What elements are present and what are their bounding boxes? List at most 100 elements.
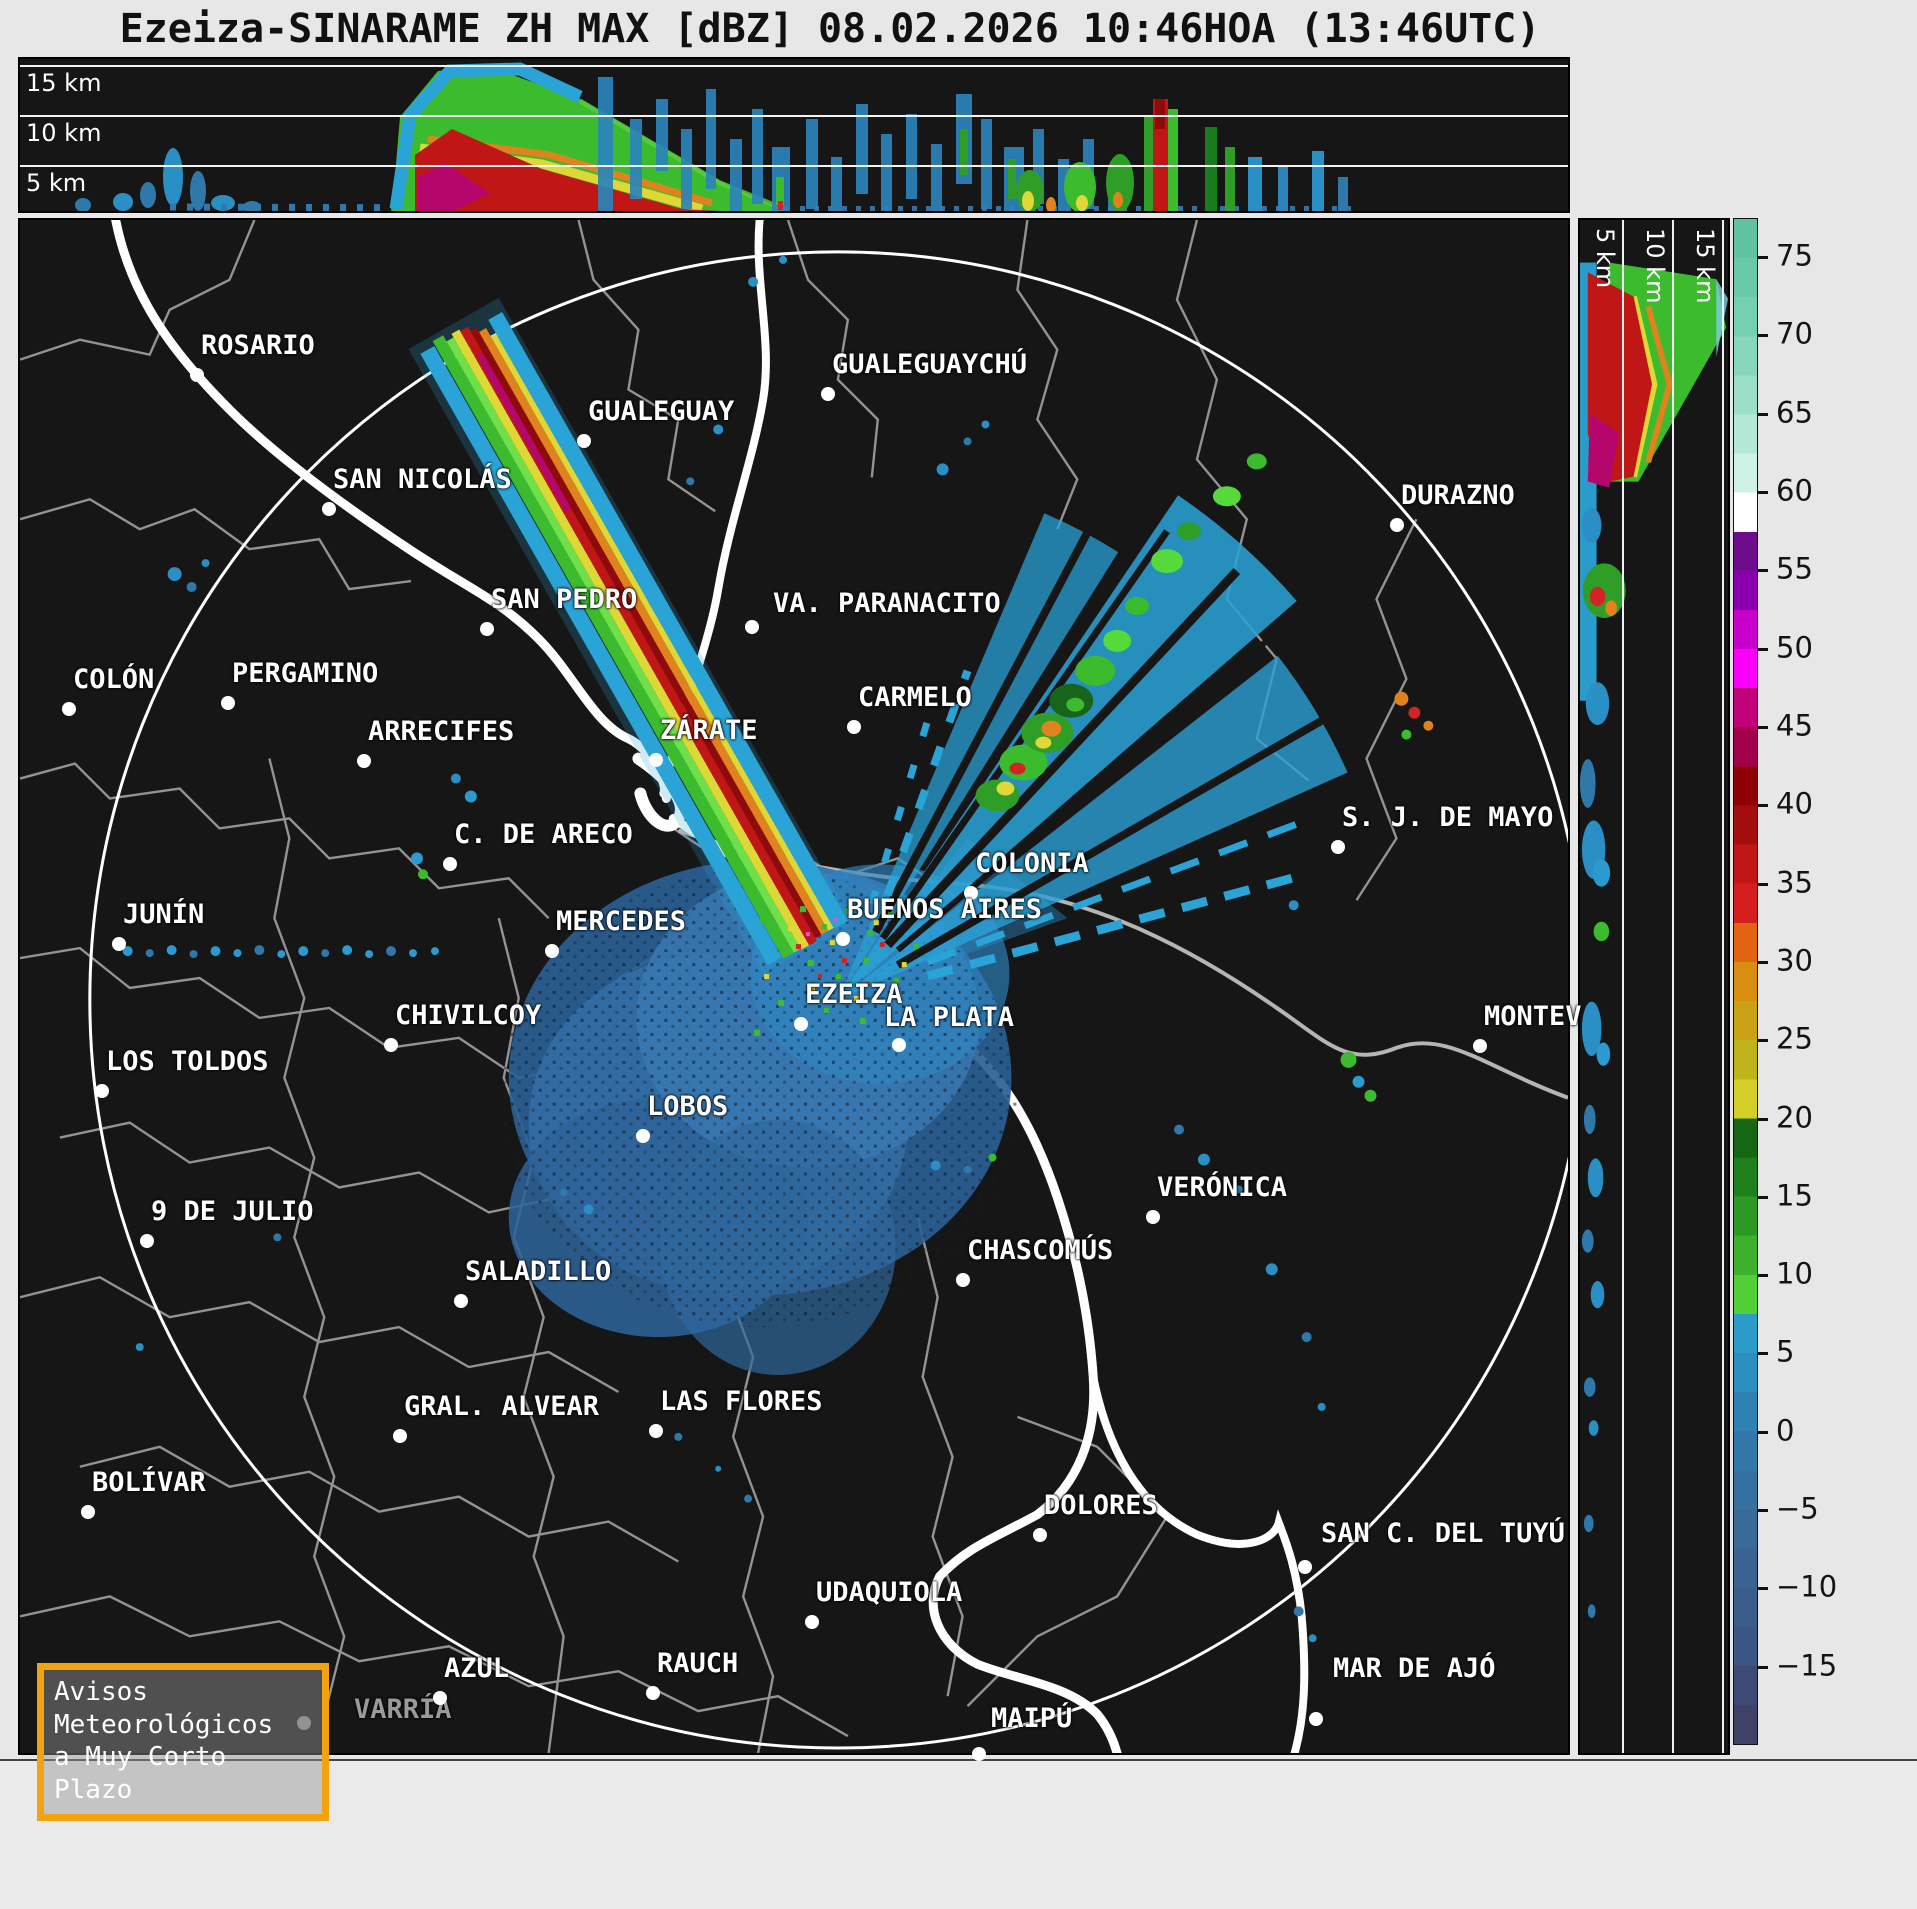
city-label: COLÓN (73, 664, 155, 695)
range-ring (88, 250, 1568, 1750)
city-dot (847, 720, 861, 734)
colorbar-tick-label: 20 (1776, 1099, 1813, 1134)
city-dot (649, 753, 663, 767)
colorbar-tick (1758, 647, 1768, 651)
city-dot (454, 1294, 468, 1308)
city-dot (649, 1424, 663, 1438)
city-label: ZÁRATE (660, 715, 758, 746)
colorbar-tick-label: 0 (1776, 1413, 1795, 1448)
city-dot (1390, 518, 1404, 532)
colorbar-tick-label: 40 (1776, 786, 1813, 821)
colorbar-tick (1758, 491, 1768, 495)
city-dot (577, 434, 591, 448)
city-dot (1033, 1528, 1047, 1542)
city-dot (745, 620, 759, 634)
city-dot (81, 1505, 95, 1519)
city-label: 9 DE JULIO (151, 1196, 314, 1227)
colorbar-tick-label: 30 (1776, 943, 1813, 978)
colorbar-tick-label: 50 (1776, 629, 1813, 664)
city-label: SAN C. DEL TUYÚ (1321, 1518, 1565, 1549)
top-panel-altitude-label: 5 km (26, 169, 87, 197)
city-dot (821, 387, 835, 401)
city-label: GUALEGUAY (588, 396, 735, 427)
colorbar-tick-label: 60 (1776, 473, 1813, 508)
colorbar-tick (1758, 1352, 1768, 1356)
colorbar-tick (1758, 804, 1768, 808)
radar-map-graphics (20, 220, 1568, 1753)
city-label: EZEIZA (805, 979, 903, 1010)
colorbar-tick-label: 45 (1776, 708, 1813, 743)
city-dot (1146, 1210, 1160, 1224)
city-label: PERGAMINO (232, 658, 379, 689)
colorbar-tick (1758, 1587, 1768, 1591)
city-label: C. DE ARECO (454, 819, 633, 850)
city-dot (140, 1234, 154, 1248)
city-label: JUNÍN (123, 899, 205, 930)
right-panel-altitude-line (1622, 220, 1624, 1753)
city-dot (443, 857, 457, 871)
city-label: LOS TOLDOS (106, 1046, 269, 1077)
city-label: SALADILLO (465, 1256, 612, 1287)
city-label: RAUCH (657, 1648, 739, 1679)
colorbar-tick-label: 70 (1776, 316, 1813, 351)
colorbar-tick (1758, 1665, 1768, 1669)
colorbar-tick (1758, 1430, 1768, 1434)
short-term-warning-box[interactable]: Avisos Meteorológicos a Muy Corto Plazo (37, 1663, 329, 1821)
warning-line-1: Avisos Meteorológicos (54, 1677, 274, 1740)
colorbar-tick-label: 65 (1776, 395, 1813, 430)
city-dot (1473, 1039, 1487, 1053)
city-label: DOLORES (1044, 1490, 1158, 1521)
right-panel-altitude-line (1722, 220, 1724, 1753)
city-label: CHASCOMÚS (967, 1235, 1114, 1266)
city-dot (964, 886, 978, 900)
ne-fan-cells (975, 453, 1267, 812)
right-panel-altitude-label: 5 km (1591, 228, 1619, 289)
city-label: VERÓNICA (1157, 1172, 1288, 1203)
colorbar-tick-label: 15 (1776, 1178, 1813, 1213)
west-dotted-ray (122, 945, 439, 959)
city-label: UDAQUIOLA (816, 1577, 963, 1608)
colorbar-tick (1758, 882, 1768, 886)
city-dot (836, 932, 850, 946)
city-dot (393, 1429, 407, 1443)
colorbar-tick-label: 75 (1776, 238, 1813, 273)
city-dot (545, 944, 559, 958)
city-dot (1309, 1712, 1323, 1726)
top-panel-altitude-label: 15 km (26, 69, 102, 97)
city-dot (221, 696, 235, 710)
colorbar-tick-label: 10 (1776, 1256, 1813, 1291)
top-panel-altitude-label: 10 km (26, 119, 102, 147)
city-dot (972, 1747, 986, 1761)
colorbar-tick (1758, 1195, 1768, 1199)
city-dot (357, 754, 371, 768)
colorbar-tick (1758, 569, 1768, 573)
city-label: GUALEGUAYCHÚ (832, 349, 1028, 380)
right-panel-altitude-label: 15 km (1691, 228, 1719, 304)
footer-band: Servicio Meteorológico Nacional Argentin… (0, 1759, 1917, 1909)
colorbar-tick-label: −5 (1776, 1491, 1819, 1526)
city-dot (112, 937, 126, 951)
city-dot (190, 368, 204, 382)
city-dot (892, 1038, 906, 1052)
colorbar-tick-label: 25 (1776, 1021, 1813, 1056)
city-label: CARMELO (858, 682, 972, 713)
scattered-echoes (135, 255, 1434, 1643)
city-label: AZUL (444, 1653, 510, 1684)
city-label: SAN PEDRO (491, 584, 638, 615)
colorbar-tick (1758, 1039, 1768, 1043)
colorbar-tick-label: 5 (1776, 1334, 1795, 1369)
warning-line-2: a Muy Corto Plazo (54, 1742, 227, 1805)
colorbar-tick-label: −10 (1776, 1569, 1838, 1604)
right-panel-altitude-line (1672, 220, 1674, 1753)
colorbar-tick (1758, 256, 1768, 260)
city-dot (636, 1129, 650, 1143)
city-label: BUENOS AIRES (847, 894, 1043, 925)
colorbar-tick (1758, 1117, 1768, 1121)
colorbar-tick-label: 35 (1776, 864, 1813, 899)
cross-section-top-echoes (75, 62, 1360, 211)
city-label: LA PLATA (884, 1002, 1015, 1033)
reflectivity-colorbar (1733, 218, 1758, 1745)
colorbar-tick (1758, 334, 1768, 338)
city-label: LOBOS (647, 1091, 729, 1122)
